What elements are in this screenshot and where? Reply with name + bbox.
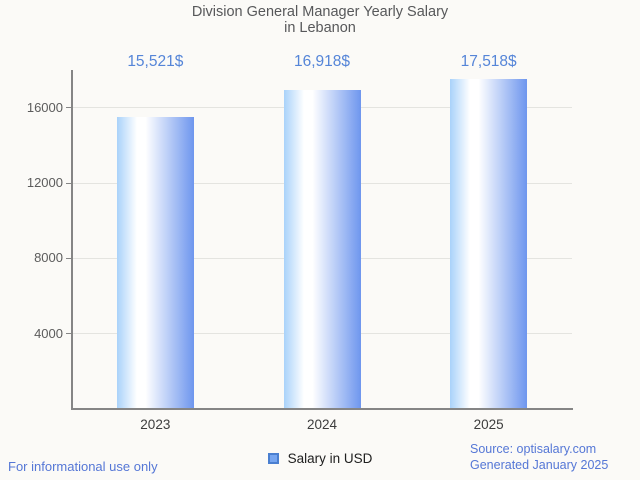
footer-note: For informational use only [8, 459, 158, 474]
y-tick-16000 [66, 107, 72, 109]
x-tick-label-2023: 2023 [140, 417, 171, 432]
x-tick-label-2024: 2024 [306, 417, 338, 432]
chart-title: Division General Manager Yearly Salary i… [0, 4, 640, 36]
bar-2025 [450, 79, 528, 409]
legend: Salary in USD [0, 451, 640, 466]
footer-source: Source: optisalary.com Generated January… [470, 441, 608, 473]
y-tick-4000 [66, 333, 72, 335]
generated-line: Generated January 2025 [470, 458, 609, 472]
value-label-2024: 16,918$ [293, 53, 351, 70]
legend-label: Salary in USD [287, 451, 373, 466]
value-label-2025: 17,518$ [460, 53, 517, 70]
bar-2024 [283, 90, 361, 409]
value-label-2023: 15,521$ [127, 53, 184, 70]
bar-2023 [116, 116, 194, 409]
x-axis [71, 408, 573, 410]
y-tick-label: 16000 [26, 99, 63, 115]
y-tick-8000 [66, 257, 72, 259]
source-line: Source: optisalary.com [470, 442, 597, 456]
y-tick-label: 8000 [34, 250, 63, 266]
chart-title-line1: Division General Manager Yearly Salary [191, 4, 449, 20]
legend-swatch [267, 453, 279, 464]
x-tick-label-2025: 2025 [473, 417, 504, 432]
y-axis [71, 70, 73, 410]
y-tick-label: 4000 [34, 325, 63, 341]
y-tick-label: 12000 [26, 175, 63, 190]
y-tick-12000 [66, 182, 72, 184]
chart-title-line2: in Lebanon [284, 19, 356, 36]
